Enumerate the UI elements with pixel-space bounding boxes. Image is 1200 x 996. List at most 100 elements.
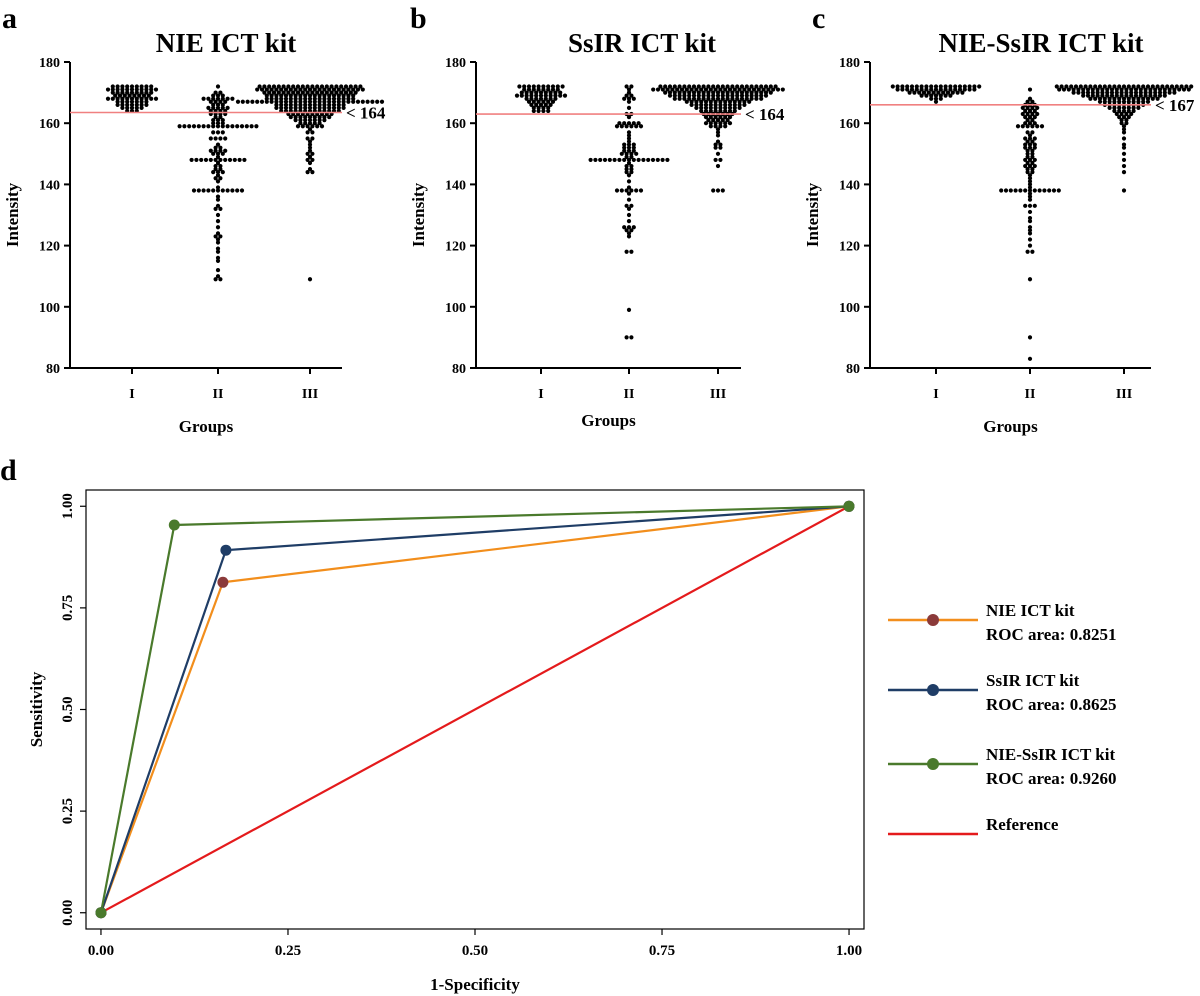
data-point <box>720 118 725 123</box>
data-point <box>1023 114 1028 120</box>
data-point <box>303 114 308 120</box>
data-point <box>737 99 742 104</box>
data-point <box>215 185 221 190</box>
y-tick-label: 100 <box>839 301 860 316</box>
data-point <box>1027 179 1033 184</box>
data-point <box>232 157 237 163</box>
y-tick-label: 120 <box>839 240 860 255</box>
data-point <box>1172 87 1177 92</box>
data-point <box>324 84 329 89</box>
data-point <box>1025 105 1030 110</box>
data-point <box>727 102 733 107</box>
data-point <box>110 96 115 101</box>
data-point <box>279 87 284 92</box>
data-point <box>1030 99 1035 104</box>
data-point <box>1119 93 1124 98</box>
data-point <box>310 170 315 175</box>
data-point <box>1047 188 1052 193</box>
data-point <box>534 93 539 98</box>
data-point <box>687 84 692 89</box>
data-point <box>548 90 553 95</box>
data-point <box>327 102 332 107</box>
chart-title: SsIR ICT kit <box>568 28 716 58</box>
data-point <box>694 99 699 104</box>
data-point <box>548 102 553 107</box>
data-point <box>1102 84 1107 89</box>
data-point <box>624 154 629 159</box>
data-point <box>264 87 269 92</box>
data-point <box>1025 111 1030 117</box>
data-point <box>626 105 632 110</box>
data-point <box>1056 188 1061 193</box>
data-point <box>298 121 303 126</box>
data-point <box>665 157 670 163</box>
data-point <box>524 93 529 98</box>
data-point <box>334 84 339 89</box>
data-point <box>346 99 351 104</box>
data-point <box>720 188 725 193</box>
data-point <box>324 90 329 95</box>
data-point <box>269 87 274 92</box>
data-point <box>541 108 546 114</box>
data-point <box>329 84 334 89</box>
data-point <box>914 87 919 92</box>
data-point <box>1189 84 1194 89</box>
data-point <box>177 124 182 129</box>
data-point <box>307 121 313 126</box>
chart-title: NIE-SsIR ICT kit <box>938 28 1143 58</box>
data-point <box>759 84 764 89</box>
data-point <box>331 99 337 104</box>
data-point <box>319 90 325 95</box>
data-point <box>334 90 339 95</box>
data-point <box>1165 84 1170 89</box>
data-point <box>312 118 317 123</box>
data-point <box>215 124 221 129</box>
data-point <box>711 90 716 95</box>
data-point <box>665 87 670 92</box>
data-point <box>691 93 697 98</box>
data-point <box>629 228 634 233</box>
data-point <box>646 157 651 163</box>
data-point <box>1133 87 1139 92</box>
data-point <box>1085 90 1091 95</box>
data-point <box>708 102 713 107</box>
data-point <box>536 84 541 89</box>
data-point <box>153 96 159 101</box>
data-point <box>115 99 120 104</box>
data-point <box>310 151 315 156</box>
data-point <box>213 176 218 181</box>
data-point <box>622 145 627 150</box>
data-point <box>1121 96 1127 101</box>
data-point <box>631 148 636 153</box>
data-point <box>747 99 752 104</box>
data-point <box>1126 108 1131 114</box>
data-point <box>617 157 622 163</box>
data-point <box>629 93 634 98</box>
data-point <box>279 99 284 104</box>
data-point <box>1186 87 1191 92</box>
data-point <box>713 157 718 163</box>
data-point <box>125 87 130 92</box>
data-point <box>1141 96 1146 101</box>
data-point <box>634 124 639 129</box>
data-point <box>127 93 132 98</box>
data-point <box>1109 87 1115 92</box>
data-point <box>300 124 305 129</box>
data-point <box>262 84 267 89</box>
data-point <box>293 93 298 98</box>
data-point <box>341 93 346 98</box>
data-point <box>305 151 310 156</box>
data-point <box>235 188 240 193</box>
data-point <box>730 90 735 95</box>
data-point <box>1030 170 1035 175</box>
data-point <box>706 118 711 123</box>
data-point <box>687 90 692 95</box>
x-tick-label: III <box>302 387 318 402</box>
data-point <box>1124 111 1129 117</box>
data-point <box>125 102 130 107</box>
data-point <box>1145 84 1151 89</box>
data-point <box>1179 84 1184 89</box>
data-point <box>624 84 629 89</box>
data-point <box>900 84 905 89</box>
data-point <box>341 99 346 104</box>
